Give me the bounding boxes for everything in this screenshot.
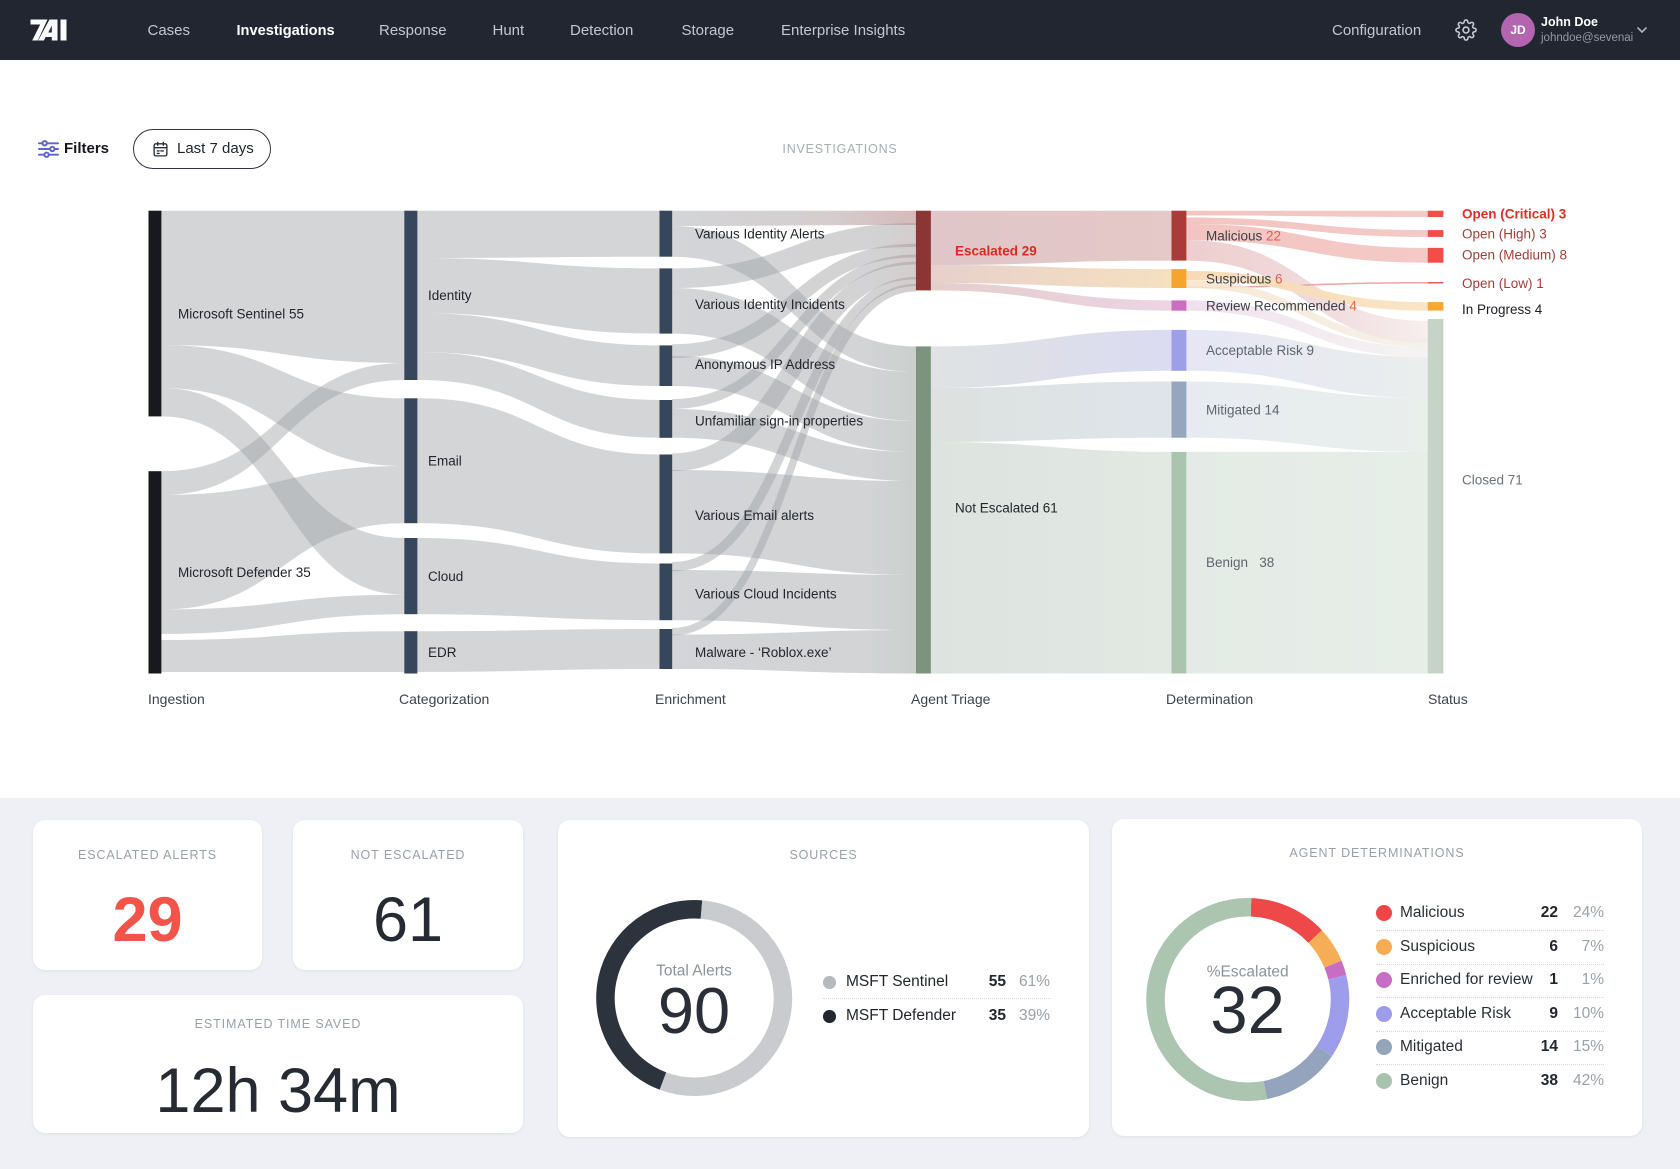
- svg-text:Open (Critical) 3: Open (Critical) 3: [1462, 207, 1567, 222]
- svg-text:Various Email alerts: Various Email alerts: [695, 508, 814, 523]
- svg-text:Microsoft Defender 35: Microsoft Defender 35: [178, 565, 311, 580]
- svg-text:32: 32: [1210, 973, 1285, 1048]
- svg-text:EDR: EDR: [428, 645, 457, 660]
- svg-text:Mitigated 14: Mitigated 14: [1206, 402, 1280, 417]
- svg-text:Malware - ‘Roblox.exe’: Malware - ‘Roblox.exe’: [695, 645, 832, 660]
- svg-text:Enrichment: Enrichment: [655, 691, 726, 707]
- svg-text:Not Escalated 61: Not Escalated 61: [955, 500, 1058, 515]
- svg-text:Categorization: Categorization: [399, 691, 489, 707]
- svg-text:Status: Status: [1428, 691, 1468, 707]
- svg-text:Closed 71: Closed 71: [1462, 472, 1523, 487]
- svg-text:Suspicious 6: Suspicious 6: [1206, 271, 1283, 286]
- svg-text:Open (Medium) 8: Open (Medium) 8: [1462, 248, 1567, 263]
- svg-text:Various Identity Alerts: Various Identity Alerts: [695, 227, 825, 242]
- svg-text:Open (Low) 1: Open (Low) 1: [1462, 276, 1544, 291]
- svg-text:Determination: Determination: [1166, 691, 1253, 707]
- svg-text:In Progress 4: In Progress 4: [1462, 302, 1543, 317]
- svg-text:Total Alerts: Total Alerts: [656, 963, 732, 980]
- svg-text:Identity: Identity: [428, 288, 472, 303]
- svg-text:Ingestion: Ingestion: [148, 691, 205, 707]
- svg-text:90: 90: [658, 974, 730, 1047]
- svg-text:Anonymous IP Address: Anonymous IP Address: [695, 357, 835, 372]
- svg-text:Cloud: Cloud: [428, 569, 463, 584]
- svg-text:Microsoft Sentinel 55: Microsoft Sentinel 55: [178, 306, 304, 321]
- svg-text:Escalated 29: Escalated 29: [955, 243, 1037, 258]
- svg-text:Various Identity Incidents: Various Identity Incidents: [695, 297, 845, 312]
- svg-text:Various Cloud Incidents: Various Cloud Incidents: [695, 586, 837, 601]
- svg-text:Malicious 22: Malicious 22: [1206, 228, 1281, 243]
- svg-text:Agent Triage: Agent Triage: [911, 691, 991, 707]
- svg-text:%Escalated: %Escalated: [1207, 964, 1289, 981]
- svg-text:Email: Email: [428, 454, 462, 469]
- svg-text:Review Recommended 4: Review Recommended 4: [1206, 298, 1357, 313]
- svg-text:Open (High) 3: Open (High) 3: [1462, 226, 1547, 241]
- svg-text:Unfamiliar sign-in properties: Unfamiliar sign-in properties: [695, 413, 863, 428]
- svg-text:Acceptable Risk 9: Acceptable Risk 9: [1206, 343, 1314, 358]
- svg-text:Benign 38: Benign 38: [1206, 555, 1274, 570]
